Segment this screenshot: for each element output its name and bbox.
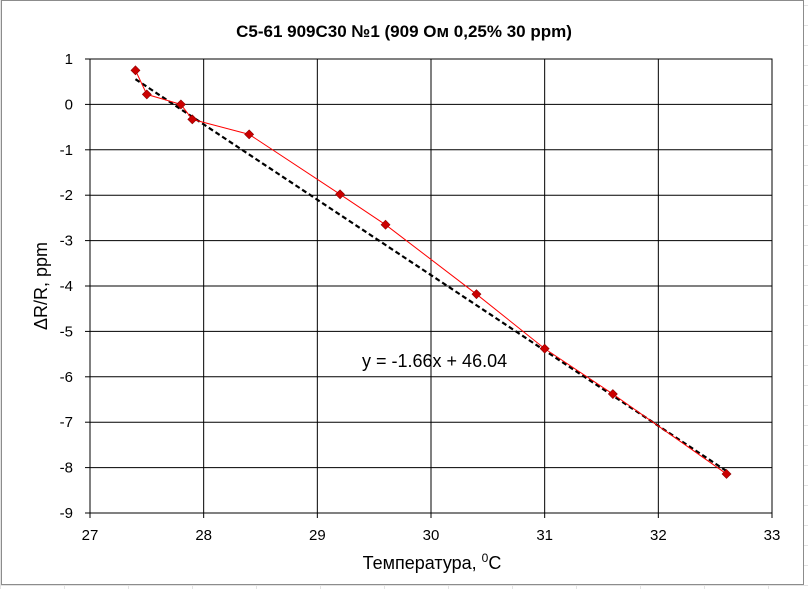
data-point bbox=[335, 189, 345, 200]
data-point bbox=[130, 65, 141, 76]
x-tick-label: 30 bbox=[423, 527, 440, 544]
y-axis-label: ΔR/R, ppm bbox=[31, 242, 51, 330]
x-axis-label-text: Температура, bbox=[363, 553, 482, 573]
chart-title: C5-61 909C30 №1 (909 Ом 0,25% 30 ppm) bbox=[236, 22, 572, 41]
y-tick-label: -9 bbox=[60, 505, 73, 522]
trendline-equation: y = -1.66x + 46.04 bbox=[362, 351, 507, 371]
y-tick-label: -8 bbox=[60, 460, 73, 477]
data-point bbox=[187, 114, 198, 125]
y-tick-label: 1 bbox=[65, 51, 73, 68]
x-tick-label: 33 bbox=[764, 527, 781, 544]
x-tick-label: 32 bbox=[650, 527, 667, 544]
x-axis-label-superscript: 0 bbox=[482, 551, 489, 565]
data-point bbox=[607, 389, 618, 399]
x-tick-label: 28 bbox=[195, 527, 212, 544]
y-tick-label: -6 bbox=[60, 369, 73, 386]
x-tick-label: 29 bbox=[309, 527, 326, 544]
x-axis-label-unit: C bbox=[488, 553, 501, 573]
y-tick-label: -4 bbox=[60, 278, 73, 295]
data-point bbox=[539, 343, 550, 354]
y-tick-label: 0 bbox=[65, 96, 73, 113]
x-tick-label: 27 bbox=[82, 527, 99, 544]
trendline-path bbox=[134, 78, 728, 472]
data-point bbox=[721, 469, 732, 479]
y-tick-label: -1 bbox=[60, 142, 73, 159]
data-series bbox=[130, 65, 732, 479]
y-tick-label: -7 bbox=[60, 414, 73, 431]
data-point bbox=[471, 289, 482, 300]
x-tick-label: 31 bbox=[536, 527, 553, 544]
y-tick-label: -2 bbox=[60, 187, 73, 204]
data-point bbox=[176, 99, 186, 110]
data-point bbox=[380, 219, 391, 230]
trendline bbox=[134, 78, 728, 472]
tick-labels: 27 28 29 30 31 32 33 1 0 -1 -2 -3 -4 -5 -6 -7 -8 -9 bbox=[60, 51, 781, 544]
grid-lines bbox=[90, 59, 772, 513]
y-tick-label: -3 bbox=[60, 233, 73, 250]
x-axis-label: Температура, 0C bbox=[363, 551, 502, 573]
data-point bbox=[244, 129, 255, 140]
data-point bbox=[141, 89, 152, 100]
y-tick-label: -5 bbox=[60, 323, 73, 340]
